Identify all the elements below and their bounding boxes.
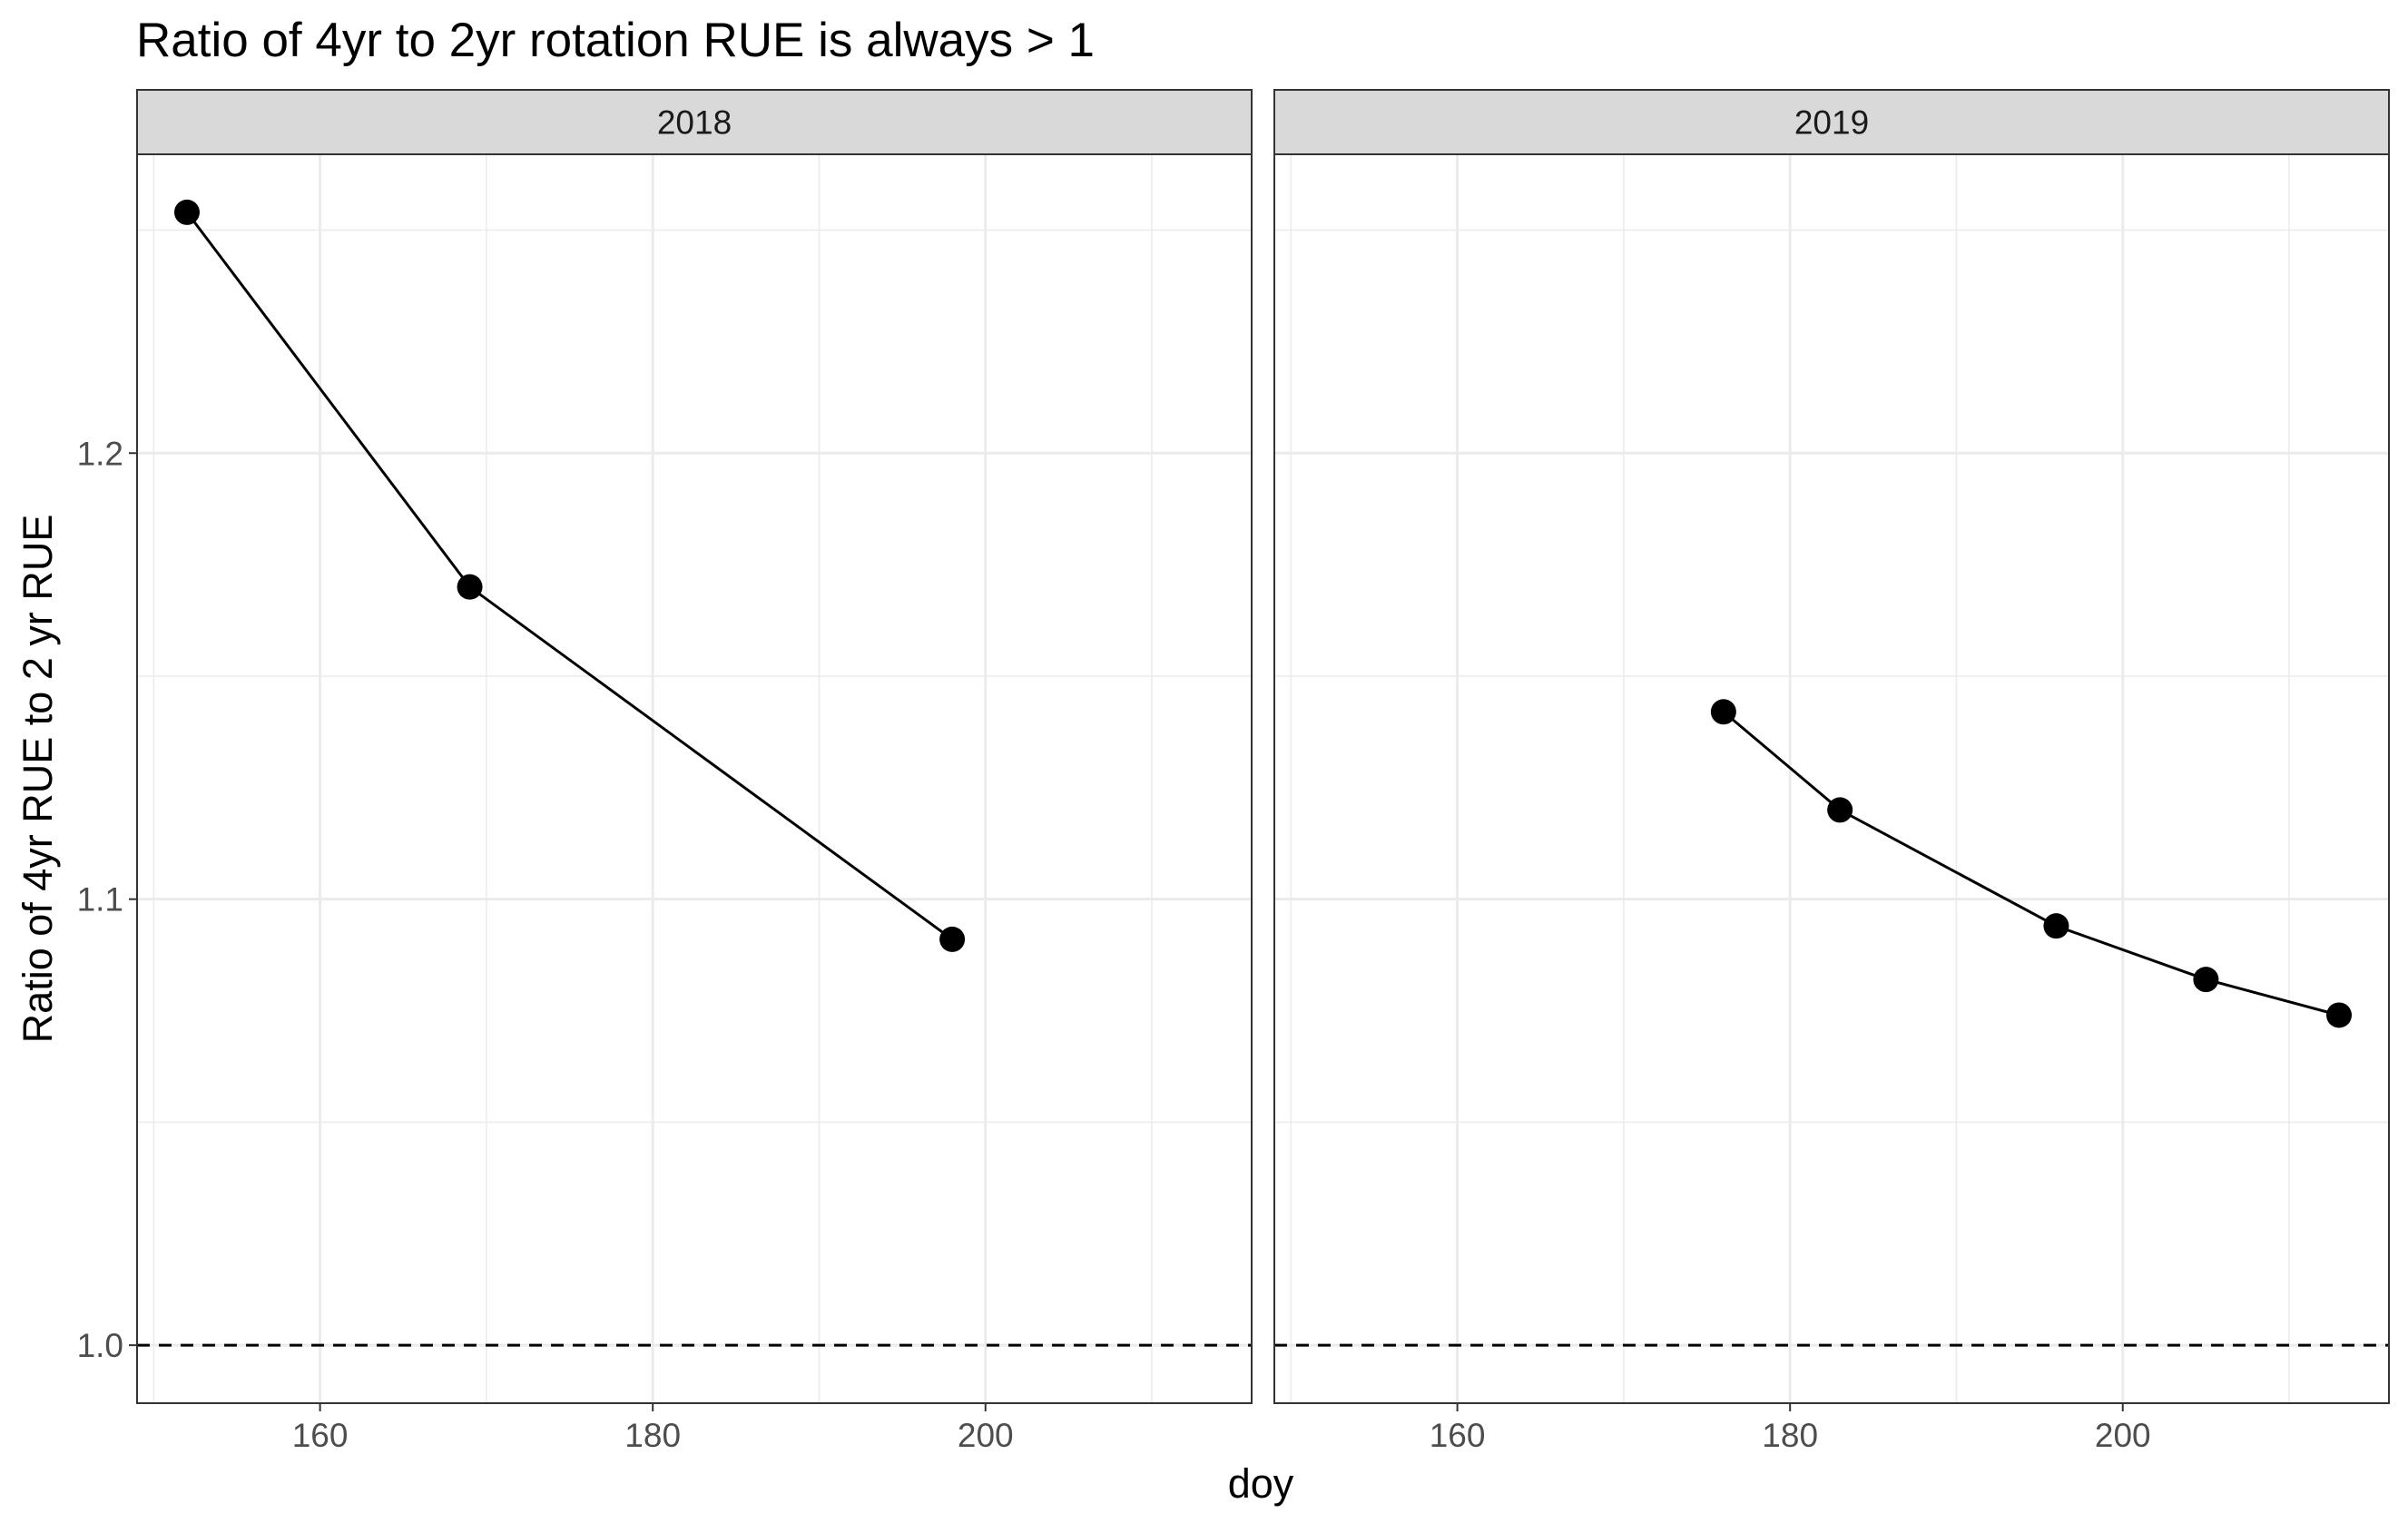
facet-strip (136, 89, 1253, 155)
data-point (2326, 1002, 2353, 1028)
x-tick-label: 180 (624, 1417, 681, 1454)
x-tick-label: 180 (1762, 1417, 1818, 1454)
x-tick-label: 200 (2095, 1417, 2151, 1454)
data-point (457, 574, 483, 600)
panels-layer: 1.0 1.1 1.2 2018 160 180 200 2019 160 180 200 (77, 89, 2390, 1454)
x-tick-label: 160 (1430, 1417, 1486, 1454)
facet-strip-label: 2019 (1794, 104, 1869, 142)
facet-panel-2018: 2018 160 180 200 (136, 89, 1253, 1454)
data-point (2193, 967, 2219, 993)
y-axis-title: Ratio of 4yr RUE to 2 yr RUE (15, 515, 61, 1044)
data-point (939, 926, 966, 952)
x-tick-label: 160 (292, 1417, 349, 1454)
chart-title: Ratio of 4yr to 2yr rotation RUE is alwa… (136, 14, 1095, 67)
panel-background (137, 154, 1252, 1403)
data-point (1710, 699, 1736, 725)
y-tick-label: 1.0 (77, 1327, 123, 1364)
data-point (173, 199, 200, 225)
facet-panel-2019: 2019 160 180 200 (1273, 89, 2390, 1454)
data-point (2043, 913, 2069, 939)
y-tick-label: 1.1 (77, 881, 123, 919)
y-tick-label: 1.2 (77, 435, 123, 472)
x-axis-title: doy (1228, 1460, 1294, 1507)
x-tick-label: 200 (958, 1417, 1014, 1454)
panel-background (1274, 154, 2389, 1403)
facet-strip (1273, 89, 2390, 155)
data-point (1827, 797, 1853, 823)
facet-strip-label: 2018 (657, 104, 732, 142)
